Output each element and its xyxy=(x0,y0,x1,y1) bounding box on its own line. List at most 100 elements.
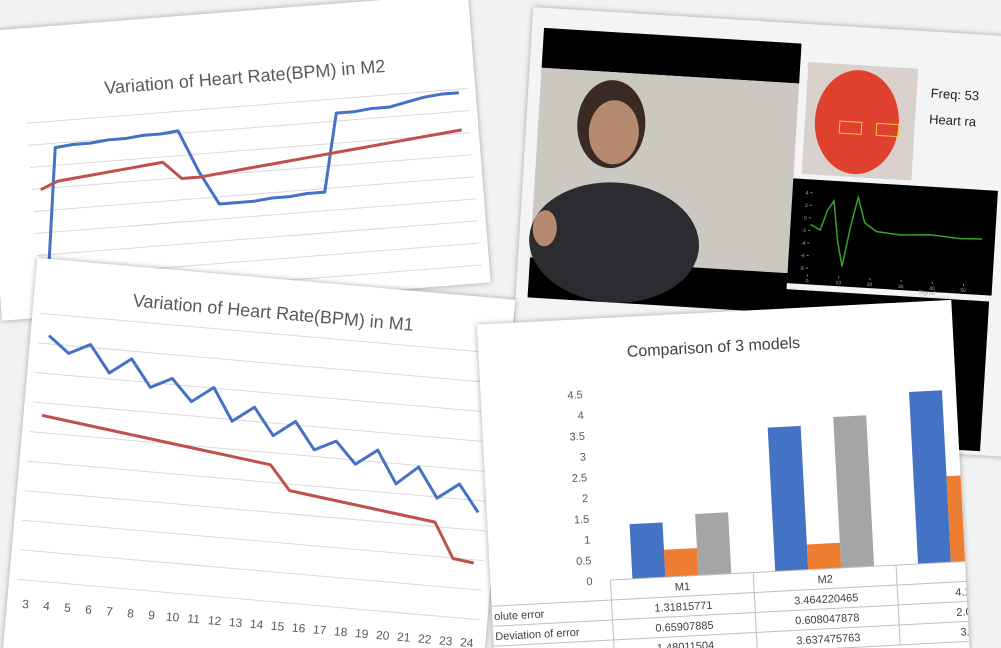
x-tick-label: 14 xyxy=(249,617,264,632)
signal-x-tick-label: 40 xyxy=(929,286,935,292)
x-tick-label: 5 xyxy=(64,601,72,616)
signal-x-tick-label: 10 xyxy=(835,280,841,286)
comparison-panel: Comparison of 3 models 0 0.5 1 1.5 2 2.5 3 3.5 4 4… xyxy=(476,299,971,648)
chart-title: Variation of Heart Rate(BPM) in M1 xyxy=(132,290,414,334)
x-tick-label: 4 xyxy=(43,599,51,614)
signal-y-tick-label: -4 xyxy=(801,240,806,246)
black-bar xyxy=(541,27,802,84)
chart-title: Variation of Heart Rate(BPM) in M2 xyxy=(104,56,386,98)
signal-x-tick-label: 30 xyxy=(898,284,904,290)
signal-x-tick-label: 20 xyxy=(867,282,873,288)
x-tick-label: 23 xyxy=(438,633,453,648)
y-tick-label: 1.5 xyxy=(574,514,590,527)
table-line xyxy=(493,617,971,647)
x-tick-label: 11 xyxy=(187,611,201,626)
signal-y-tick-label: 2 xyxy=(805,203,808,209)
bar xyxy=(663,548,699,578)
x-tick-label: 16 xyxy=(291,621,306,636)
table-line xyxy=(494,636,971,648)
table-line xyxy=(492,597,971,627)
frequency-text: Freq: 53 xyxy=(930,86,979,104)
signal-x-tick-label: 50 xyxy=(960,288,966,294)
y-tick-label: 3.5 xyxy=(569,431,585,444)
x-tick-label: 7 xyxy=(106,604,114,619)
y-tick-label: 4.5 xyxy=(567,389,583,402)
person-face xyxy=(588,100,639,165)
bar xyxy=(695,512,732,576)
x-tick-label: 15 xyxy=(270,619,285,634)
grid-line xyxy=(30,132,471,168)
signal-y-tick-label: -6 xyxy=(800,253,805,259)
y-tick-label: 0 xyxy=(586,576,593,588)
grid-line xyxy=(26,88,468,124)
grid-line xyxy=(40,312,503,355)
person-hand xyxy=(532,210,557,247)
grid-line xyxy=(33,176,475,212)
signal-y-tick-label: -2 xyxy=(801,228,806,234)
y-tick-label: 4 xyxy=(577,410,584,422)
y-tick-label: 1 xyxy=(584,534,591,546)
grid-line xyxy=(24,490,488,532)
table-line xyxy=(895,565,901,645)
x-tick-label: 9 xyxy=(148,608,156,623)
table-cell: 2.072 xyxy=(956,606,970,619)
signal-label: Signal xyxy=(918,290,935,297)
x-tick-label: 8 xyxy=(127,606,135,621)
bar xyxy=(806,542,842,570)
table-cell: 0.608047878 xyxy=(795,612,860,627)
x-tick-label: 10 xyxy=(165,609,180,624)
signal-plot-bg xyxy=(786,178,998,296)
chart-title: Comparison of 3 models xyxy=(626,335,800,361)
table-cell: 4.144 xyxy=(955,586,970,599)
grid-line xyxy=(31,154,473,190)
table-cell: 3.87 xyxy=(960,626,970,639)
x-tick-label: 19 xyxy=(354,626,369,641)
table-cell: 1.48011504 xyxy=(657,640,715,648)
x-tick-label: 22 xyxy=(417,632,432,647)
line-series xyxy=(48,334,480,514)
x-tick-label: 21 xyxy=(396,630,411,645)
grid-line xyxy=(17,578,480,621)
grid-line xyxy=(30,431,493,473)
x-tick-label: 13 xyxy=(228,615,243,630)
grid-line xyxy=(37,220,478,257)
signal-trace xyxy=(810,194,982,267)
x-tick-label: 3 xyxy=(22,597,30,612)
table-cell: 3.637475763 xyxy=(796,632,861,647)
heart-rate-text: Heart ra xyxy=(929,112,978,130)
grid-line xyxy=(37,342,501,384)
table-line xyxy=(491,577,971,607)
table-cell: 0.65907885 xyxy=(655,620,714,635)
line-series xyxy=(41,413,475,565)
m1-panel: Variation of Heart Rate(BPM) in M1 3 4 5 6 7 8… xyxy=(0,257,516,648)
legend-label: olute error xyxy=(494,609,545,624)
y-tick-label: 2.5 xyxy=(572,472,588,485)
person-body xyxy=(529,182,699,303)
y-tick-label: 3 xyxy=(580,451,587,463)
comparison-chart: Comparison of 3 models 0 0.5 1 1.5 2 2.5 3 3.5 4 4… xyxy=(491,335,971,648)
table-cell: 1.31815771 xyxy=(654,600,713,615)
grid-line xyxy=(19,549,482,591)
roi-box xyxy=(838,120,863,135)
line-series xyxy=(40,128,462,191)
x-tick-label: 6 xyxy=(85,602,93,617)
line-series xyxy=(46,91,459,282)
legend-label: Deviation of error xyxy=(495,627,580,643)
signal-y-tick-label: -8 xyxy=(799,266,804,272)
signal-x-tick-label: 0 xyxy=(805,278,808,284)
m1-chart: Variation of Heart Rate(BPM) in M1 3 4 5 6 7 8… xyxy=(17,290,503,648)
x-tick-label: M2 xyxy=(817,573,833,586)
grid-line xyxy=(22,519,485,562)
grid-line xyxy=(35,371,498,414)
x-tick-label: 20 xyxy=(375,628,390,643)
roi-box xyxy=(875,122,900,138)
grid-line xyxy=(35,198,477,235)
x-tick-label: M1 xyxy=(674,581,690,594)
bar xyxy=(909,390,951,564)
x-tick-label: 17 xyxy=(312,622,327,637)
table-line xyxy=(609,580,616,648)
table-line xyxy=(752,572,758,648)
signal-y-tick-label: 0 xyxy=(804,215,807,221)
bar xyxy=(629,522,666,579)
